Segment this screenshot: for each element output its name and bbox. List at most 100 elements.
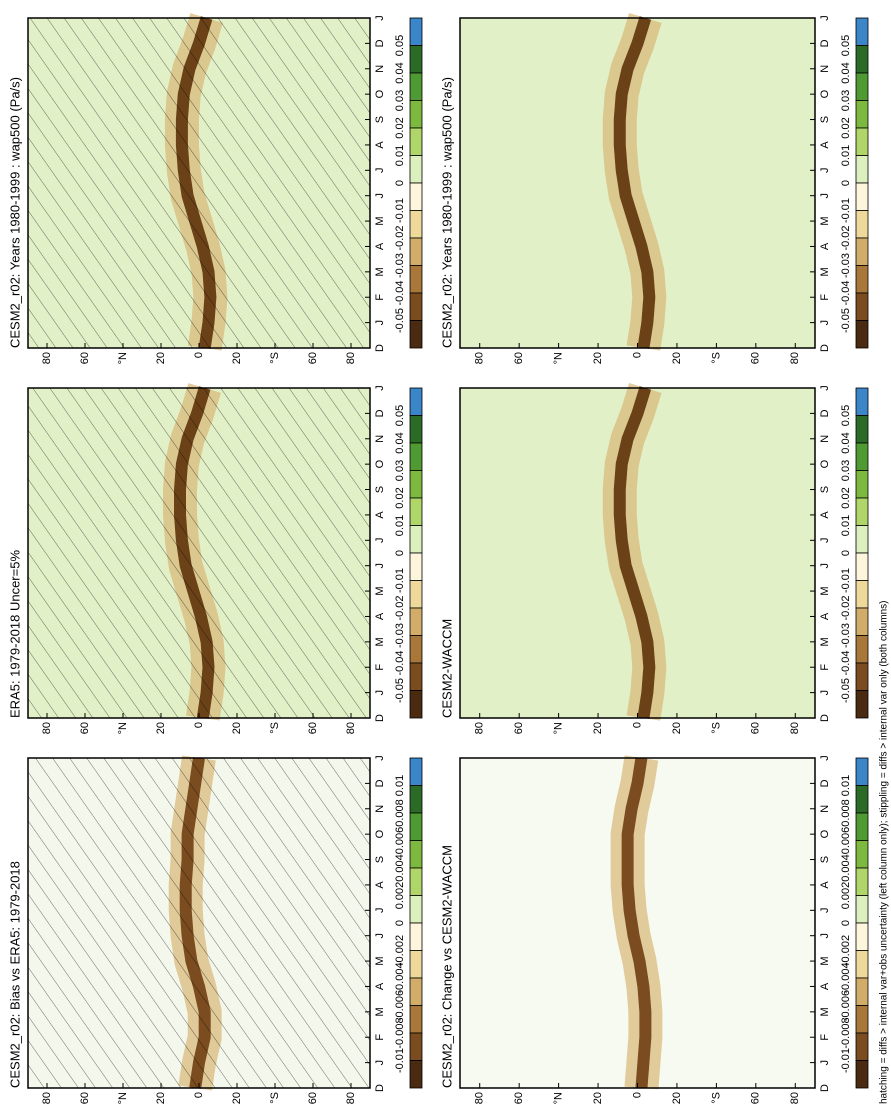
colorbar-box [409, 45, 423, 74]
lat-tick-label: °N [117, 722, 129, 734]
colorbar-box [409, 950, 423, 979]
month-label: N [819, 805, 831, 813]
colorbar-label: 0.01 [394, 145, 406, 166]
month-label: O [819, 829, 831, 838]
month-label: S [374, 116, 386, 123]
month-label: A [374, 242, 386, 250]
colorbar-label: -0.04 [840, 280, 852, 305]
colorbar-box [855, 525, 869, 554]
colorbar-label: -0.004 [394, 962, 406, 993]
lat-tick-label: 0 [631, 722, 643, 728]
lat-tick-label: °S [710, 352, 722, 364]
colorbar-box [409, 525, 423, 554]
ascent-band [621, 757, 652, 1089]
month-label: J [819, 193, 831, 199]
colorbar-box [855, 45, 869, 74]
colorbar-label: 0.008 [840, 799, 852, 827]
colorbar-box [855, 950, 869, 979]
colorbar-box [409, 895, 423, 924]
month-label: D [374, 409, 386, 417]
month-label: N [374, 65, 386, 73]
lat-tick-label: 80 [474, 722, 486, 734]
month-label: M [819, 1007, 831, 1016]
panel-title: CESM2_r02: Change vs CESM2-WACCM [439, 845, 454, 1088]
month-label: N [374, 435, 386, 443]
lat-tick-label: °N [553, 352, 565, 364]
colorbar-label: 0.006 [840, 827, 852, 855]
lat-tick-label: 80 [474, 352, 486, 364]
hatching [28, 18, 370, 348]
lat-tick-label: 20 [592, 722, 604, 734]
month-label: N [819, 435, 831, 443]
month-label: J [374, 15, 386, 21]
colorbar-label: 0.05 [394, 405, 406, 426]
month-label: D [374, 1084, 386, 1092]
colorbar-label: 0.04 [840, 62, 852, 83]
colorbar-label: -0.04 [840, 650, 852, 675]
month-label: J [374, 320, 386, 326]
lat-tick-label: 60 [750, 352, 762, 364]
month-label: J [819, 690, 831, 696]
colorbar-box [855, 1060, 869, 1089]
lat-tick-label: °N [553, 1092, 565, 1104]
month-label: F [819, 664, 831, 671]
lat-tick-label: 60 [307, 1092, 319, 1104]
colorbar-label: 0.004 [840, 854, 852, 882]
month-label: D [819, 344, 831, 352]
colorbar-label: -0.01 [394, 568, 406, 593]
colorbar-label: -0.008 [394, 1017, 406, 1048]
month-label: M [374, 267, 386, 276]
lat-tick-label: 80 [789, 722, 801, 734]
colorbar-box [855, 785, 869, 814]
colorbar-box [855, 757, 869, 786]
month-label: O [374, 459, 386, 468]
colorbar-box [409, 470, 423, 499]
month-label: J [374, 563, 386, 569]
month-label: D [374, 344, 386, 352]
colorbar-label: -0.02 [840, 225, 852, 250]
month-label: M [819, 637, 831, 646]
colorbar-box [855, 497, 869, 526]
month-label: M [819, 216, 831, 225]
colorbar-label: 0 [394, 550, 406, 556]
colorbar-label: -0.04 [394, 650, 406, 675]
lat-tick-label: 60 [750, 1092, 762, 1104]
month-label: F [819, 1034, 831, 1041]
lat-tick-label: 80 [41, 1092, 53, 1104]
month-label: A [819, 141, 831, 149]
month-label: J [819, 933, 831, 939]
colorbar-label: 0 [840, 550, 852, 556]
colorbar-box [409, 785, 423, 814]
colorbar-label: 0.05 [840, 405, 852, 426]
colorbar-label: -0.002 [840, 935, 852, 966]
lat-tick-label: 20 [155, 352, 167, 364]
colorbar-box [855, 552, 869, 581]
colorbar-box [855, 580, 869, 609]
lat-tick-label: 80 [789, 352, 801, 364]
month-label: F [374, 1034, 386, 1041]
lat-tick-label: °S [710, 722, 722, 734]
month-label: M [374, 586, 386, 595]
lat-tick-label: 80 [345, 1092, 357, 1104]
lat-tick-label: 0 [193, 1092, 205, 1098]
month-label: A [374, 612, 386, 620]
panel-title: CESM2_r02: Years 1980-1999 : wap500 (Pa/… [439, 77, 454, 348]
lat-tick-label: 60 [307, 722, 319, 734]
colorbar-box [855, 100, 869, 129]
colorbar-label: 0.02 [394, 487, 406, 508]
month-label: D [374, 779, 386, 787]
colorbar-label: -0.03 [840, 623, 852, 648]
month-label: J [374, 1060, 386, 1066]
colorbar-label: 0.03 [394, 460, 406, 481]
colorbar-label: 0.02 [840, 487, 852, 508]
colorbar-box [409, 922, 423, 951]
lat-tick-label: 20 [155, 1092, 167, 1104]
colorbar-box [409, 237, 423, 266]
month-label: D [819, 1084, 831, 1092]
colorbar-box [855, 320, 869, 349]
month-label: O [374, 89, 386, 98]
colorbar-label: -0.01 [840, 568, 852, 593]
colorbar-box [855, 210, 869, 239]
panel-title: CESM2-WACCM [439, 619, 454, 718]
